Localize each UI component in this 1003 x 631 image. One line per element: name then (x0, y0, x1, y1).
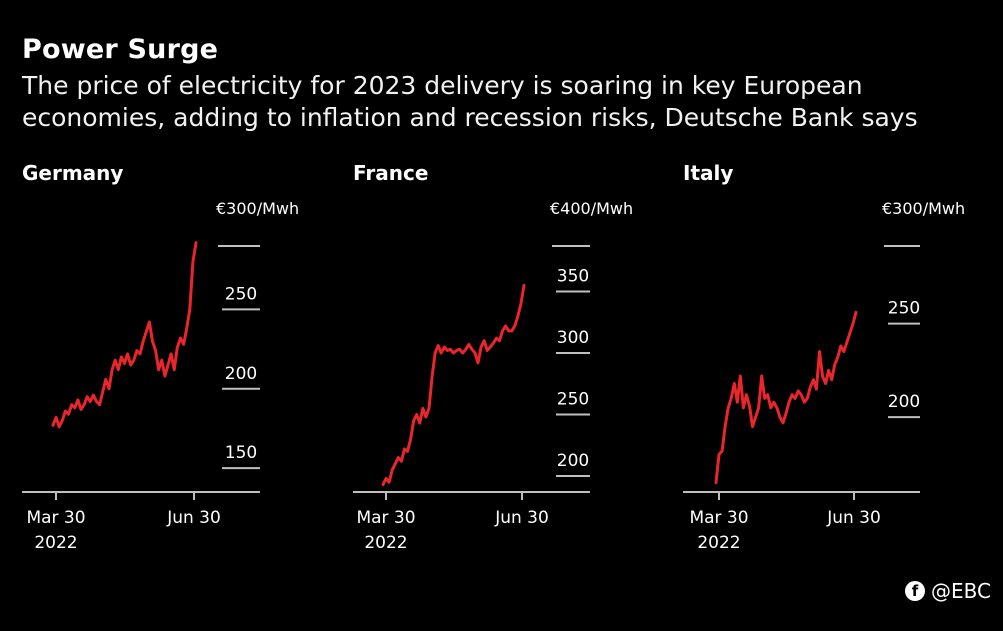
y-tick-label: 250 (557, 390, 589, 410)
x-tick-label: Mar 30 (26, 508, 85, 528)
charts-svg: Germany €300/Mwh 150 200 250 Mar 30 2022 Jun 30… (22, 161, 965, 553)
y-tick-label: 150 (225, 443, 257, 463)
small-multiples-charts: Germany €300/Mwh 150 200 250 Mar 30 2022 Jun 30… (0, 150, 1003, 570)
x-tick-label: Jun 30 (494, 508, 549, 528)
panel-title: Italy (683, 161, 733, 185)
panel-title: France (353, 161, 428, 185)
y-tick-label: 200 (225, 364, 257, 384)
x-tick-label: 2022 (697, 533, 740, 553)
x-tick-label: Mar 30 (689, 508, 748, 528)
series-line (714, 310, 858, 485)
unit-label: €300/Mwh (882, 199, 965, 218)
chart-panel-germany: Germany €300/Mwh 150 200 250 Mar 30 2022 Jun 30 (22, 161, 299, 553)
chart-subtitle: The price of electricity for 2023 delive… (22, 71, 918, 132)
chart-panel-france: France €400/Mwh 200 250 300 350 Mar 30 2022 Jun … (353, 161, 633, 553)
x-tick-label: 2022 (34, 533, 77, 553)
panel-title: Germany (22, 161, 123, 185)
watermark: f @EBC (905, 579, 991, 603)
y-tick-label: 200 (888, 392, 920, 412)
watermark-text: @EBC (931, 579, 991, 603)
y-tick-label: 300 (557, 328, 589, 348)
series-line (381, 283, 526, 487)
unit-label: €300/Mwh (216, 199, 299, 218)
series-line (51, 241, 198, 429)
y-tick-label: 200 (557, 451, 589, 471)
x-tick-label: Jun 30 (166, 508, 221, 528)
facebook-icon: f (905, 581, 926, 601)
y-tick-label: 350 (557, 267, 589, 287)
y-tick-label: 250 (888, 299, 920, 319)
chart-title: Power Surge (22, 34, 219, 65)
x-tick-label: Jun 30 (826, 508, 881, 528)
unit-label: €400/Mwh (550, 199, 633, 218)
x-tick-label: Mar 30 (356, 508, 415, 528)
chart-panel-italy: Italy €300/Mwh 200 250 Mar 30 2022 Jun 30 (683, 161, 965, 553)
y-tick-label: 250 (225, 284, 257, 304)
x-tick-label: 2022 (364, 533, 407, 553)
